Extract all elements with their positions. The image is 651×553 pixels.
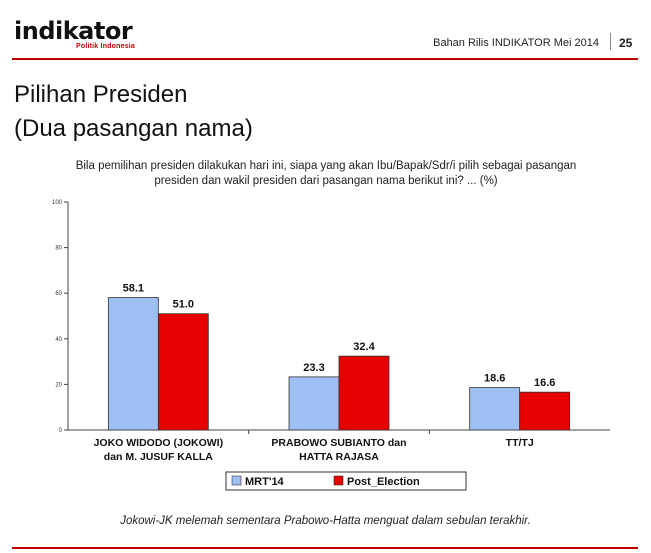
- y-tick-label: 40: [55, 337, 62, 343]
- bar-mrt14-2: [288, 376, 340, 431]
- chart-footnote: Jokowi-JK melemah sementara Prabowo-Hatt…: [120, 515, 531, 527]
- category-label: JOKO WIDODO (JOKOWI): [94, 437, 224, 449]
- legend-box: [225, 471, 467, 491]
- bar-chart: 0 20 40 60 80 100 58.1 51.0 JOKO WIDODO (JOKOWI…: [52, 200, 610, 491]
- bar-mrt14-3: [469, 387, 521, 431]
- y-tick-label: 20: [55, 382, 62, 388]
- header-separator: [610, 33, 611, 50]
- y-tick-label: 60: [55, 291, 62, 297]
- legend-swatch-post-election: [333, 475, 344, 486]
- bar-post-election-1: [157, 313, 209, 431]
- chart-labels: 58.1 51.0 JOKO WIDODO (JOKOWI) dan M. JUSUF…: [94, 283, 556, 463]
- category-label: TT/TJ: [506, 437, 534, 449]
- y-tick-label: 0: [59, 428, 63, 434]
- chart-bars: [107, 297, 571, 431]
- data-label: 32.4: [353, 341, 375, 353]
- category-label: HATTA RAJASA: [299, 451, 379, 463]
- legend-label: MRT'14: [245, 476, 285, 488]
- slide-title: Pilihan Presiden: [14, 81, 188, 108]
- release-label: Bahan Rilis INDIKATOR Mei 2014: [433, 37, 599, 49]
- legend-swatch-mrt14: [231, 475, 242, 486]
- survey-question: Bila pemilihan presiden dilakukan hari i…: [20, 159, 632, 189]
- data-label: 23.3: [303, 362, 324, 374]
- data-label: 16.6: [534, 377, 555, 389]
- indikator-logo: indikator Politik Indonesia: [14, 18, 135, 50]
- bar-post-election-2: [338, 355, 390, 431]
- page-number: 25: [619, 36, 633, 50]
- slide-subtitle: (Dua pasangan nama): [14, 115, 253, 142]
- legend-label: Post_Election: [347, 476, 420, 488]
- logo-text: indikator: [14, 17, 133, 45]
- data-label: 18.6: [484, 373, 505, 385]
- bar-post-election-3: [519, 391, 571, 431]
- category-label: dan M. JUSUF KALLA: [104, 451, 213, 463]
- y-tick-label: 100: [52, 200, 63, 206]
- top-divider: [12, 58, 638, 60]
- category-label: PRABOWO SUBIANTO dan: [271, 437, 406, 449]
- bar-mrt14-1: [107, 297, 159, 431]
- logo-tagline: Politik Indonesia: [76, 43, 136, 50]
- bottom-divider: [12, 547, 638, 549]
- survey-question-line1: Bila pemilihan presiden dilakukan hari i…: [75, 160, 577, 172]
- survey-question-line2: presiden dan wakil presiden dari pasanga…: [154, 175, 498, 187]
- data-label: 58.1: [123, 283, 144, 295]
- data-label: 51.0: [173, 299, 194, 311]
- y-tick-label: 80: [55, 246, 62, 252]
- chart-legend: MRT'14 Post_Election: [225, 471, 467, 491]
